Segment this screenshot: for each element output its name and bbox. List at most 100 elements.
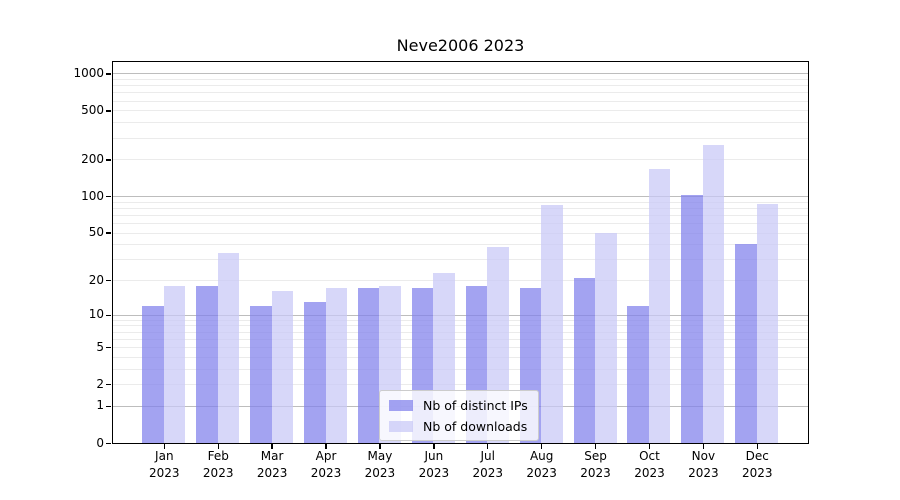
x-tick-line: Jul [480, 449, 495, 463]
chart-title: Neve2006 2023 [396, 36, 525, 55]
bar-downloads [756, 204, 779, 443]
minor-gridline [113, 92, 808, 94]
minor-gridline [113, 214, 808, 216]
minor-gridline [113, 137, 808, 139]
x-tick-line: Dec [745, 449, 769, 463]
x-tick-mark [540, 444, 543, 449]
legend: Nb of distinct IPs Nb of downloads [379, 390, 539, 441]
legend-swatch [389, 421, 413, 432]
x-tick-mark [648, 444, 651, 449]
x-tick-line: Oct [639, 449, 660, 463]
bar-distinct-ips [627, 305, 649, 443]
y-tick-label: 0 [96, 435, 104, 450]
minor-gridline [113, 347, 808, 349]
bar-distinct-ips [357, 288, 380, 443]
minor-gridline [113, 223, 808, 225]
minor-gridline [113, 356, 808, 358]
x-tick-line: May [367, 449, 393, 463]
major-gridline [113, 196, 808, 198]
y-tick-mark [106, 73, 111, 75]
x-tick-label: Sep 2023 [566, 448, 626, 482]
x-tick-mark [217, 444, 219, 449]
y-tick-label: 100 [81, 188, 104, 203]
y-tick-mark [106, 314, 111, 316]
x-tick-line: Jan [155, 449, 174, 463]
minor-gridline [113, 325, 808, 327]
minor-gridline [113, 259, 808, 261]
major-gridline [113, 73, 808, 75]
minor-gridline [113, 338, 808, 340]
x-tick-label: May 2023 [350, 448, 410, 482]
x-tick-mark [163, 444, 165, 449]
x-tick-label: Dec 2023 [727, 448, 787, 482]
bar-downloads [702, 145, 725, 443]
legend-label: Nb of downloads [423, 419, 528, 434]
legend-item: Nb of distinct IPs [389, 398, 528, 413]
legend-label: Nb of distinct IPs [423, 398, 528, 413]
x-tick-mark [433, 444, 435, 449]
y-tick-label: 1 [96, 398, 104, 413]
x-tick-mark [702, 444, 705, 449]
x-tick-mark [756, 444, 758, 449]
x-tick-label: Jan 2023 [134, 448, 194, 482]
x-tick-line: 2023 [580, 466, 611, 480]
bar-downloads [271, 291, 294, 443]
minor-gridline [113, 100, 808, 102]
x-tick-label: Jul 2023 [458, 448, 518, 482]
y-tick-mark [106, 346, 111, 349]
y-tick-label: 10 [88, 307, 104, 322]
bar-downloads [541, 204, 563, 443]
x-tick-label: Mar 2023 [242, 448, 302, 482]
y-tick-label: 5 [96, 339, 104, 354]
x-tick-mark [487, 444, 489, 449]
bar-downloads [217, 252, 240, 443]
x-tick-line: 2023 [310, 466, 342, 480]
x-tick-line: Jun [424, 449, 444, 463]
y-tick-mark [106, 442, 111, 445]
minor-gridline [113, 244, 808, 246]
y-tick-label: 50 [88, 225, 104, 240]
bar-distinct-ips [142, 305, 164, 443]
y-tick-label: 2 [96, 376, 104, 391]
x-tick-line: Aug [529, 449, 554, 463]
x-tick-line: 2023 [149, 466, 180, 480]
minor-gridline [113, 85, 808, 87]
x-tick-line: Mar [260, 449, 284, 463]
x-tick-line: 2023 [418, 466, 450, 480]
x-tick-mark [379, 444, 381, 449]
legend-swatch [389, 400, 413, 411]
x-tick-line: 2023 [202, 466, 234, 480]
y-tick-mark [106, 384, 111, 386]
y-tick-mark [106, 279, 111, 282]
x-tick-line: 2023 [364, 466, 396, 480]
y-tick-label: 500 [81, 102, 104, 117]
x-tick-line: 2023 [256, 466, 288, 480]
minor-gridline [113, 201, 808, 203]
bar-downloads [648, 168, 671, 443]
y-tick-mark [106, 195, 111, 198]
x-tick-mark [325, 444, 327, 449]
x-tick-mark [271, 444, 273, 449]
x-tick-line: 2023 [634, 466, 665, 480]
y-tick-mark [106, 110, 111, 112]
minor-gridline [113, 368, 808, 370]
y-tick-label: 1000 [73, 65, 104, 80]
minor-gridline [113, 280, 808, 282]
x-tick-label: Nov 2023 [673, 448, 733, 482]
minor-gridline [113, 110, 808, 112]
x-tick-line: Nov [691, 449, 716, 463]
minor-gridline [113, 159, 808, 161]
y-tick-mark [106, 232, 111, 234]
x-tick-label: Oct 2023 [619, 448, 679, 482]
minor-gridline [113, 79, 808, 81]
y-tick-label: 20 [88, 272, 104, 287]
minor-gridline [113, 384, 808, 386]
y-tick-mark [106, 405, 111, 408]
y-tick-label: 200 [81, 151, 104, 166]
bar-distinct-ips [681, 194, 703, 443]
legend-item: Nb of downloads [389, 419, 528, 434]
x-tick-label: Jun 2023 [404, 448, 464, 482]
x-tick-line: 2023 [742, 466, 773, 480]
bar-distinct-ips [735, 244, 757, 443]
x-tick-label: Feb 2023 [188, 448, 248, 482]
